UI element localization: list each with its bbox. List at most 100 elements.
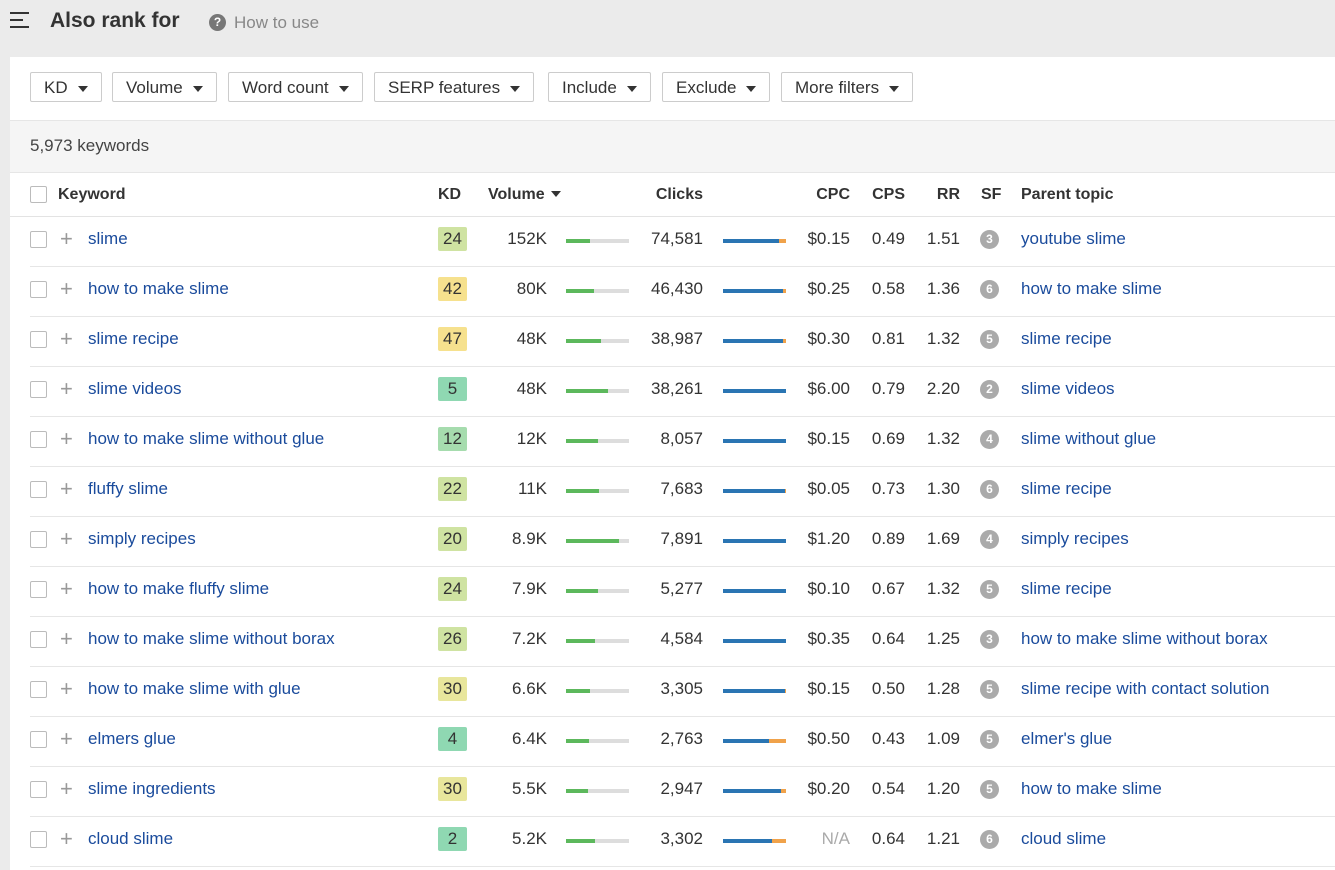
keyword-link[interactable]: elmers glue [88, 729, 176, 748]
clicks-bar [723, 339, 783, 343]
column-header[interactable]: Volume [488, 186, 545, 203]
keyword-link[interactable]: cloud slime [88, 829, 174, 848]
parent-topic-link[interactable]: slime recipe [1021, 479, 1112, 498]
volume: 8.9K [512, 529, 547, 548]
row-checkbox[interactable] [30, 231, 47, 248]
cpc: $0.05 [807, 479, 850, 498]
filter-button[interactable]: More filters [781, 72, 914, 102]
column-header: CPC [816, 186, 850, 203]
add-icon[interactable]: + [60, 576, 73, 601]
add-icon[interactable]: + [60, 676, 73, 701]
volume: 80K [516, 279, 547, 298]
add-icon[interactable]: + [60, 426, 73, 451]
row-checkbox[interactable] [30, 681, 47, 698]
cpc: $0.30 [807, 329, 850, 348]
parent-topic-link[interactable]: slime recipe [1021, 579, 1112, 598]
keyword-count: 5,973 keywords [30, 136, 150, 155]
row-checkbox[interactable] [30, 481, 47, 498]
clicks: 5,277 [660, 579, 703, 598]
cps: 0.69 [871, 429, 905, 448]
clicks-paid-bar [785, 689, 786, 693]
volume-bar-track [566, 639, 629, 643]
filter-button[interactable]: Volume [112, 72, 217, 102]
volume: 152K [507, 229, 547, 248]
sf-badge: 5 [980, 780, 999, 799]
sf-badge: 5 [980, 330, 999, 349]
keyword-link[interactable]: how to make slime without borax [88, 629, 335, 648]
add-icon[interactable]: + [60, 826, 73, 851]
row-divider [30, 616, 1335, 617]
filter-button[interactable]: KD [30, 72, 102, 102]
row-checkbox[interactable] [30, 431, 47, 448]
keyword-link[interactable]: slime [88, 229, 128, 248]
row-checkbox[interactable] [30, 281, 47, 298]
add-icon[interactable]: + [60, 626, 73, 651]
kd-badge: 30 [438, 777, 467, 801]
row-checkbox[interactable] [30, 531, 47, 548]
parent-topic-link[interactable]: slime without glue [1021, 429, 1157, 448]
add-icon[interactable]: + [60, 476, 73, 501]
help-link[interactable]: How to use [234, 13, 320, 32]
cps: 0.54 [871, 779, 905, 798]
menu-icon[interactable] [10, 12, 30, 28]
clicks: 4,584 [660, 629, 703, 648]
keyword-link[interactable]: how to make slime with glue [88, 679, 301, 698]
add-icon[interactable]: + [60, 276, 73, 301]
cps: 0.79 [871, 379, 905, 398]
row-checkbox[interactable] [30, 731, 47, 748]
keyword-link[interactable]: slime videos [88, 379, 182, 398]
keyword-link[interactable]: how to make slime [88, 279, 229, 298]
row-divider [30, 416, 1335, 417]
filter-button[interactable]: Exclude [662, 72, 771, 102]
row-checkbox[interactable] [30, 381, 47, 398]
rr: 1.32 [926, 429, 960, 448]
row-divider [30, 816, 1335, 817]
cps: 0.58 [871, 279, 905, 298]
parent-topic-link[interactable]: how to make slime without borax [1021, 629, 1268, 648]
keyword-link[interactable]: simply recipes [88, 529, 196, 548]
add-icon[interactable]: + [60, 226, 73, 251]
add-icon[interactable]: + [60, 726, 73, 751]
page-title: Also rank for [50, 9, 180, 32]
parent-topic-link[interactable]: elmer's glue [1021, 729, 1113, 748]
row-divider [30, 766, 1335, 767]
volume-bar [566, 839, 595, 843]
sf-badge: 2 [980, 380, 999, 399]
filter-button[interactable]: Word count [228, 72, 363, 102]
add-icon[interactable]: + [60, 376, 73, 401]
keyword-link[interactable]: slime recipe [88, 329, 179, 348]
keyword-link[interactable]: how to make fluffy slime [88, 579, 270, 598]
keyword-link[interactable]: how to make slime without glue [88, 429, 325, 448]
add-icon[interactable]: + [60, 326, 73, 351]
parent-topic-link[interactable]: cloud slime [1021, 829, 1107, 848]
kd-badge: 20 [438, 527, 467, 551]
help-icon[interactable]: ? [209, 14, 226, 31]
filter-button[interactable]: Include [548, 72, 651, 102]
select-all-checkbox[interactable] [30, 186, 47, 203]
parent-topic-link[interactable]: youtube slime [1021, 229, 1126, 248]
parent-topic-link[interactable]: slime recipe with contact solution [1021, 679, 1270, 698]
sf-badge: 5 [980, 580, 999, 599]
row-checkbox[interactable] [30, 781, 47, 798]
parent-topic-link[interactable]: simply recipes [1021, 529, 1129, 548]
sort-indicator [551, 191, 561, 197]
keyword-link[interactable]: slime ingredients [88, 779, 216, 798]
row-checkbox[interactable] [30, 331, 47, 348]
filter-button[interactable]: SERP features [374, 72, 535, 102]
row-checkbox[interactable] [30, 581, 47, 598]
parent-topic-link[interactable]: slime recipe [1021, 329, 1112, 348]
rr: 1.69 [926, 529, 960, 548]
parent-topic-link[interactable]: how to make slime [1021, 779, 1162, 798]
clicks-bar [723, 639, 786, 643]
volume-bar [566, 339, 601, 343]
clicks-bar [723, 789, 781, 793]
add-icon[interactable]: + [60, 526, 73, 551]
parent-topic-link[interactable]: how to make slime [1021, 279, 1162, 298]
cps: 0.67 [871, 579, 905, 598]
add-icon[interactable]: + [60, 776, 73, 801]
row-checkbox[interactable] [30, 831, 47, 848]
row-checkbox[interactable] [30, 631, 47, 648]
keyword-link[interactable]: fluffy slime [88, 479, 168, 498]
parent-topic-link[interactable]: slime videos [1021, 379, 1115, 398]
